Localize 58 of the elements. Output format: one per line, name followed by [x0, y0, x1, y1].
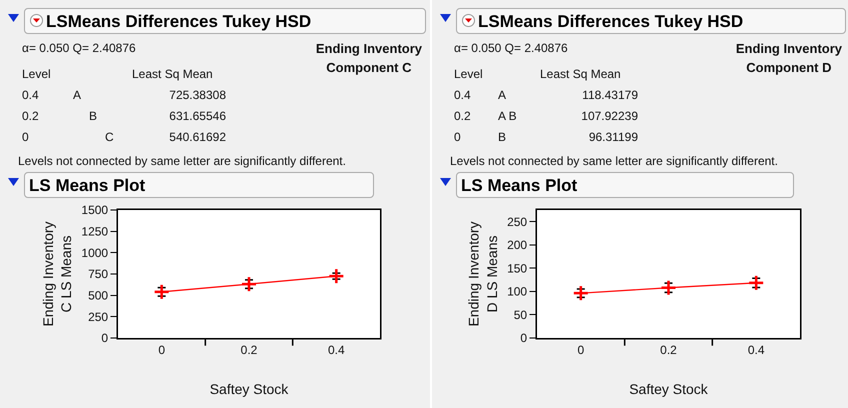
- text: 540.61692: [169, 130, 226, 144]
- x-tick-label: 0.2: [240, 342, 258, 357]
- y-tick-label: 0: [520, 331, 528, 346]
- chart-subtitle: LS Means Plot: [24, 172, 374, 198]
- y-tick-label: 750: [88, 267, 108, 282]
- text: Levels not connected by same letter are significantly different.: [18, 154, 346, 168]
- x-tick-label: 0.2: [660, 342, 678, 357]
- chart-title: LSMeans Differences Tukey HSD: [456, 8, 846, 34]
- text: B: [89, 109, 98, 123]
- text: A: [498, 88, 506, 102]
- y-tick-label: 0: [101, 331, 108, 346]
- text: 725.38308: [169, 88, 226, 102]
- x-tick-label: 0.4: [328, 342, 345, 357]
- text: 631.65546: [169, 109, 226, 123]
- text: 118.43179: [582, 88, 638, 102]
- y-tick-label: 250: [507, 214, 528, 229]
- x-tick-label: 0: [158, 342, 166, 357]
- text: A B: [498, 109, 517, 123]
- point: [572, 284, 590, 302]
- text: A: [73, 88, 82, 102]
- text: Ending Inventory Component C: [316, 40, 422, 77]
- point: [748, 274, 764, 292]
- y-tick-label: 100: [507, 284, 528, 299]
- y-tick-label: 150: [507, 261, 528, 276]
- text: Level: [22, 67, 51, 81]
- category-label: 0.2: [454, 109, 471, 123]
- text: α= 0.050 Q= 2.40876: [22, 41, 136, 55]
- y-tick-label: 500: [88, 288, 108, 303]
- text: α= 0.050 Q= 2.40876: [454, 41, 568, 55]
- y-tick-label: 1500: [81, 203, 108, 218]
- y-axis-title: Ending Inventory C LS Means: [40, 221, 74, 327]
- x-tick-label: 0: [577, 342, 584, 357]
- x-axis-title: Saftey Stock: [210, 380, 290, 397]
- y-tick-label: 1250: [81, 224, 108, 239]
- category-label: 0.2: [22, 109, 39, 123]
- text: Level: [454, 67, 483, 81]
- y-tick-label: 50: [514, 308, 528, 322]
- x-axis-title: Saftey Stock: [629, 380, 709, 397]
- text: Ending Inventory Component D: [736, 40, 842, 77]
- x-tick-label: 0.4: [748, 342, 765, 357]
- text: Least Sq Mean: [132, 67, 213, 81]
- y-tick-label: 250: [88, 310, 108, 324]
- y-tick-label: 1000: [81, 246, 108, 260]
- category-label: 0.4: [454, 88, 471, 102]
- text: C: [105, 130, 114, 144]
- category-label: 0: [22, 130, 29, 144]
- point: [660, 280, 677, 296]
- category-label: 0: [454, 130, 461, 144]
- text: B: [498, 130, 506, 144]
- text: Levels not connected by same letter are significantly different.: [450, 154, 778, 168]
- text: 107.92239: [581, 109, 638, 123]
- y-axis-title: Ending Inventory D LS Means: [466, 221, 500, 327]
- chart-subtitle: LS Means Plot: [456, 172, 794, 198]
- chart-title: LSMeans Differences Tukey HSD: [24, 8, 426, 34]
- y-tick-label: 200: [507, 238, 528, 252]
- text: Least Sq Mean: [540, 67, 621, 81]
- text: 96.31199: [588, 130, 638, 144]
- category-label: 0.4: [22, 88, 39, 102]
